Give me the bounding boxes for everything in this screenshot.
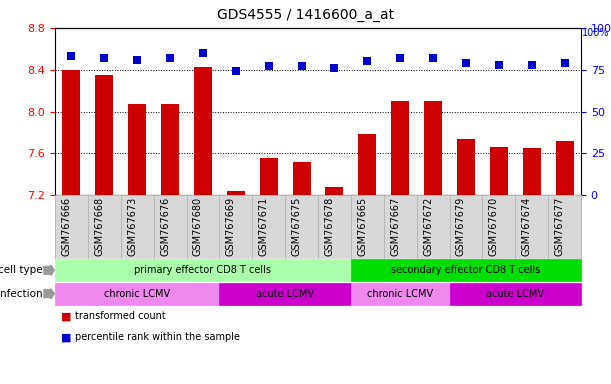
Bar <box>95 75 114 195</box>
Text: chronic LCMV: chronic LCMV <box>104 289 170 299</box>
Bar <box>358 134 376 195</box>
Point <box>133 57 142 63</box>
Point <box>362 58 372 65</box>
Bar <box>194 66 212 195</box>
Text: chronic LCMV: chronic LCMV <box>367 289 433 299</box>
Bar <box>555 141 574 195</box>
Bar <box>522 148 541 195</box>
Point <box>560 60 569 66</box>
Text: GSM767675: GSM767675 <box>291 197 302 256</box>
Point <box>329 65 339 71</box>
Point <box>527 62 536 68</box>
Text: GSM767672: GSM767672 <box>423 197 433 256</box>
Text: 100%: 100% <box>582 28 610 38</box>
Text: GSM767666: GSM767666 <box>62 197 71 256</box>
Bar <box>260 159 278 195</box>
Text: GSM767667: GSM767667 <box>390 197 400 256</box>
Text: GSM767679: GSM767679 <box>456 197 466 256</box>
Text: GSM767671: GSM767671 <box>258 197 269 256</box>
Point <box>67 53 76 60</box>
Point <box>264 63 274 70</box>
Point <box>461 60 471 66</box>
Text: acute LCMV: acute LCMV <box>256 289 314 299</box>
Text: GSM767665: GSM767665 <box>357 197 367 256</box>
Point <box>297 63 307 70</box>
Bar <box>62 70 81 195</box>
Bar <box>391 101 409 195</box>
Text: GSM767668: GSM767668 <box>94 197 104 256</box>
Text: acute LCMV: acute LCMV <box>486 289 544 299</box>
Text: GSM767677: GSM767677 <box>555 197 565 256</box>
Text: cell type: cell type <box>0 265 43 275</box>
Bar <box>457 139 475 195</box>
Bar <box>161 104 179 195</box>
Bar <box>424 101 442 195</box>
Point <box>100 55 109 61</box>
Point <box>395 55 405 61</box>
Point <box>494 62 503 68</box>
Bar <box>227 191 245 195</box>
Text: primary effector CD8 T cells: primary effector CD8 T cells <box>134 265 271 275</box>
Text: GDS4555 / 1416600_a_at: GDS4555 / 1416600_a_at <box>217 8 394 22</box>
Text: percentile rank within the sample: percentile rank within the sample <box>75 333 240 343</box>
Text: GSM767676: GSM767676 <box>160 197 170 256</box>
Point <box>428 55 438 61</box>
Point <box>198 50 208 56</box>
Point <box>231 68 241 74</box>
Bar <box>128 104 146 195</box>
Text: transformed count: transformed count <box>75 311 166 321</box>
Text: GSM767669: GSM767669 <box>226 197 236 256</box>
Bar <box>490 147 508 195</box>
Text: GSM767670: GSM767670 <box>489 197 499 256</box>
Text: ■: ■ <box>61 333 71 343</box>
Bar <box>293 162 310 195</box>
Text: GSM767674: GSM767674 <box>522 197 532 256</box>
Bar <box>326 187 343 195</box>
Text: ■: ■ <box>61 311 71 321</box>
Point <box>165 55 175 61</box>
Text: secondary effector CD8 T cells: secondary effector CD8 T cells <box>391 265 541 275</box>
Text: GSM767673: GSM767673 <box>127 197 137 256</box>
Text: GSM767678: GSM767678 <box>324 197 334 256</box>
Text: infection: infection <box>0 289 43 299</box>
Text: GSM767680: GSM767680 <box>193 197 203 256</box>
